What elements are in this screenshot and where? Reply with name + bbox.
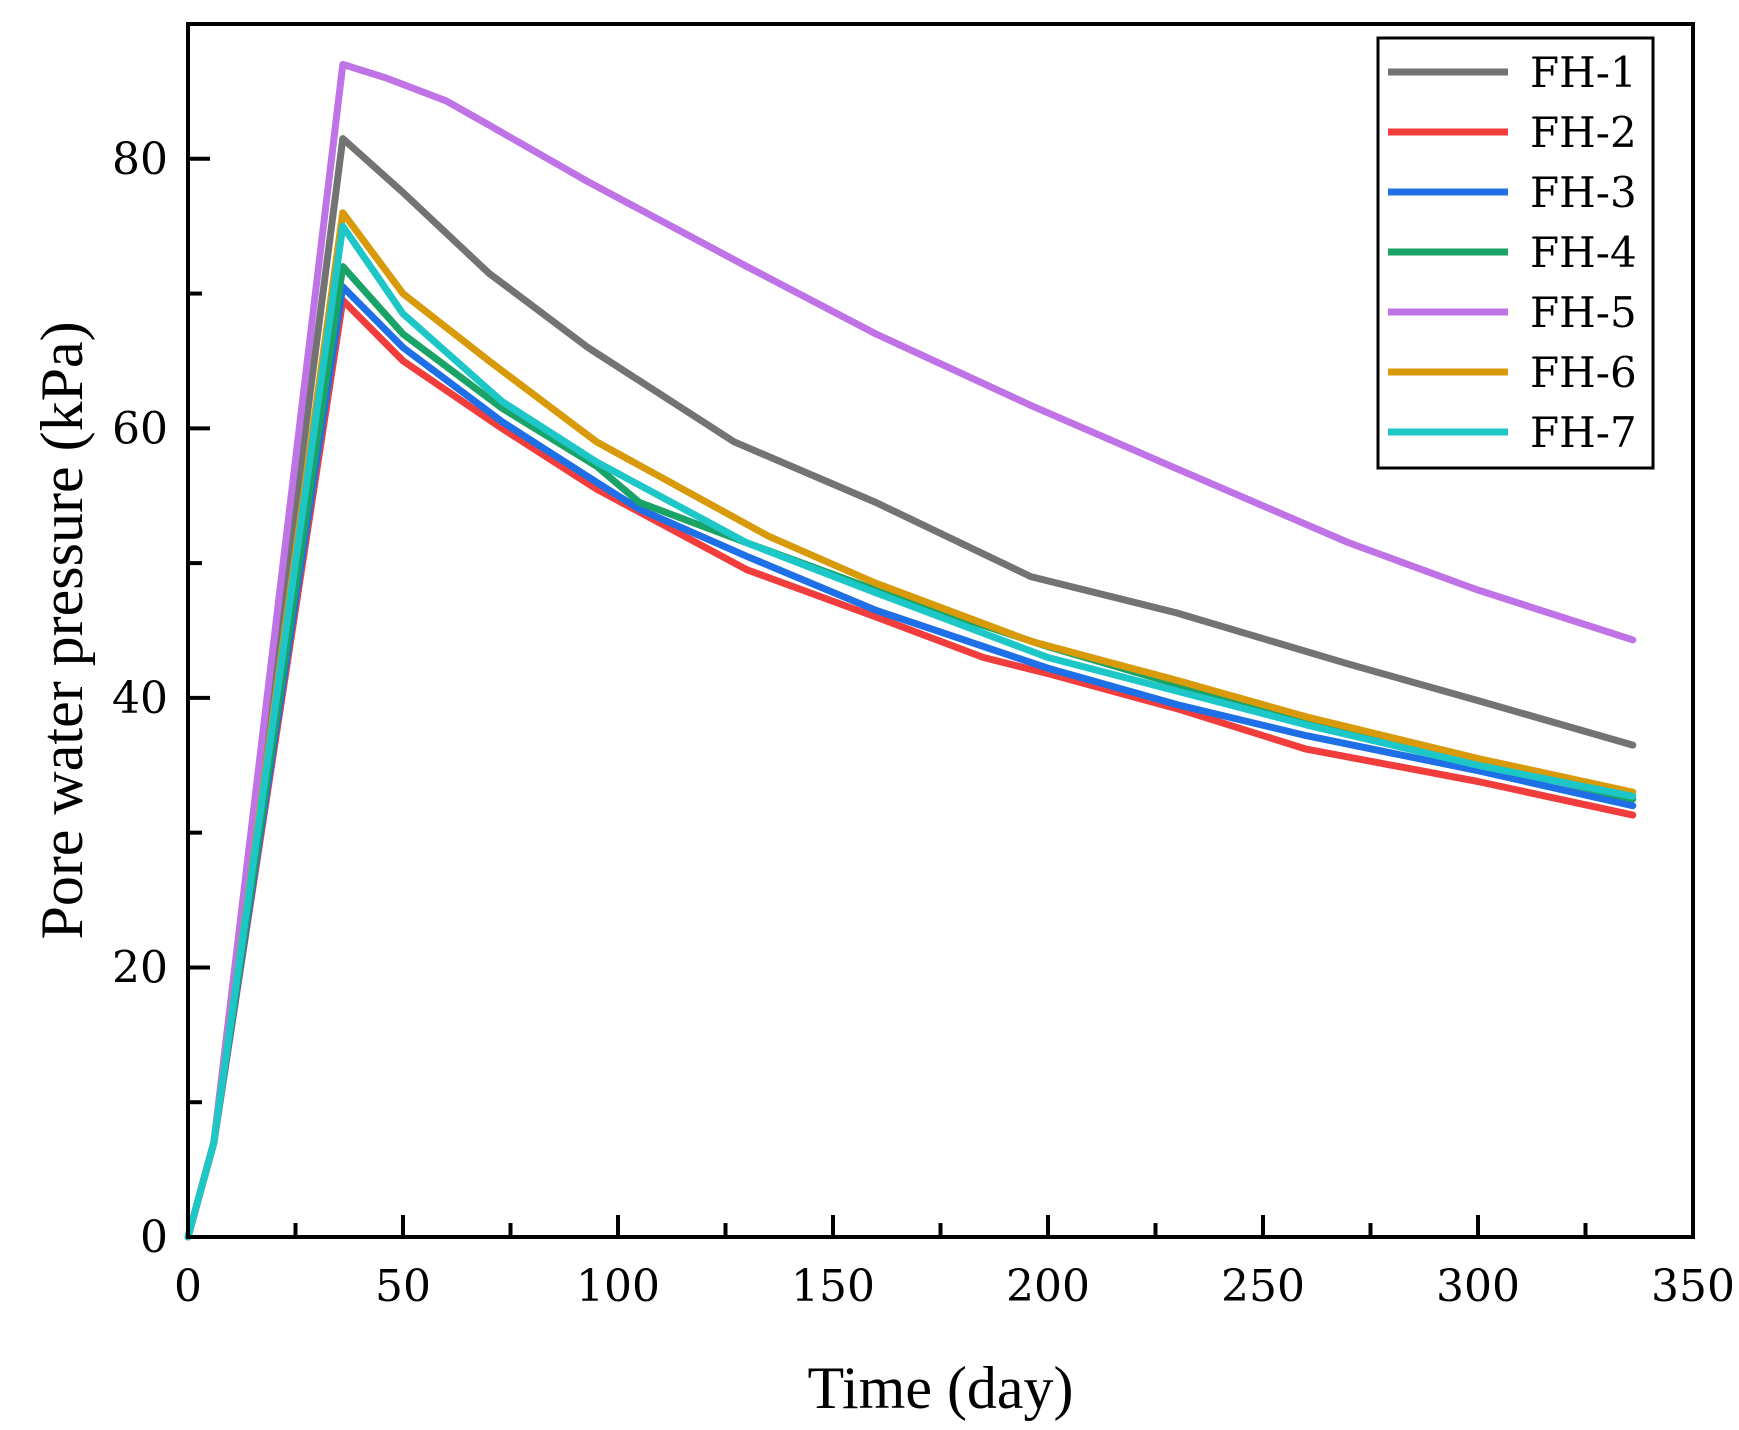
- y-tick-label: 40: [112, 673, 168, 724]
- series-line-fh-6: [184, 209, 1637, 1241]
- x-tick-label: 200: [1006, 1261, 1090, 1312]
- legend-label: FH-2: [1530, 108, 1637, 157]
- series-line-fh-7: [184, 222, 1637, 1241]
- x-tick-label: 0: [174, 1261, 202, 1312]
- x-tick-label: 150: [791, 1261, 875, 1312]
- y-tick-label: 80: [112, 134, 168, 185]
- x-tick-label: 100: [576, 1261, 660, 1312]
- x-tick-label: 350: [1651, 1261, 1735, 1312]
- series-line-fh-2: [184, 296, 1637, 1241]
- series-line-fh-5: [184, 60, 1637, 1241]
- x-tick-label: 50: [375, 1261, 431, 1312]
- ticks-layer: 0 50 100 150 200 250 300 350 0 20 40 60 80: [112, 134, 1735, 1312]
- series-layer: [184, 60, 1637, 1241]
- legend-label: FH-4: [1530, 228, 1637, 277]
- y-tick-label: 20: [112, 942, 168, 993]
- legend-label: FH-3: [1530, 168, 1637, 217]
- series-line-fh-4: [184, 263, 1637, 1241]
- series-line-fh-3: [184, 283, 1637, 1241]
- legend-label: FH-6: [1530, 348, 1637, 397]
- legend: FH-1 FH-2 FH-3 FH-4 FH-5 FH-6 FH-7: [1376, 36, 1655, 470]
- series-line-fh-1: [184, 135, 1637, 1241]
- y-tick-label: 0: [140, 1212, 168, 1263]
- x-tick-label: 250: [1221, 1261, 1305, 1312]
- x-tick-label: 300: [1436, 1261, 1520, 1312]
- legend-label: FH-1: [1530, 48, 1637, 97]
- legend-label: FH-5: [1530, 288, 1637, 337]
- y-tick-label: 60: [112, 403, 168, 454]
- y-axis-title: Pore water pressure (kPa): [29, 321, 95, 939]
- x-axis-title: Time (day): [807, 1355, 1073, 1421]
- legend-label: FH-7: [1530, 408, 1637, 457]
